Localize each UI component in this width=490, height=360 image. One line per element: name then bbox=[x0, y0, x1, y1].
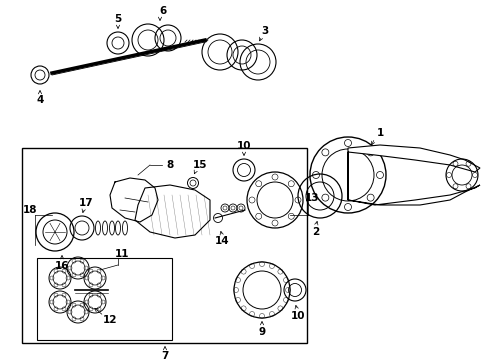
Text: 17: 17 bbox=[79, 198, 93, 208]
Text: 18: 18 bbox=[23, 205, 37, 215]
Text: 11: 11 bbox=[115, 249, 129, 259]
Text: 2: 2 bbox=[313, 227, 319, 237]
Text: 7: 7 bbox=[161, 351, 169, 360]
Text: 8: 8 bbox=[167, 160, 173, 170]
Text: 13: 13 bbox=[305, 193, 319, 203]
Text: 6: 6 bbox=[159, 6, 167, 16]
Text: 14: 14 bbox=[215, 236, 229, 246]
Text: 1: 1 bbox=[376, 128, 384, 138]
Text: 10: 10 bbox=[237, 141, 251, 151]
Text: 16: 16 bbox=[55, 261, 69, 271]
Bar bbox=[37, 258, 172, 340]
Text: 12: 12 bbox=[103, 315, 117, 325]
Text: 10: 10 bbox=[291, 311, 305, 321]
Text: 9: 9 bbox=[258, 327, 266, 337]
Polygon shape bbox=[135, 185, 210, 238]
Bar bbox=[22, 148, 307, 343]
Polygon shape bbox=[348, 145, 480, 205]
Text: 4: 4 bbox=[36, 95, 44, 105]
Text: 3: 3 bbox=[261, 26, 269, 36]
Text: 15: 15 bbox=[193, 160, 207, 170]
Text: 5: 5 bbox=[114, 14, 122, 24]
